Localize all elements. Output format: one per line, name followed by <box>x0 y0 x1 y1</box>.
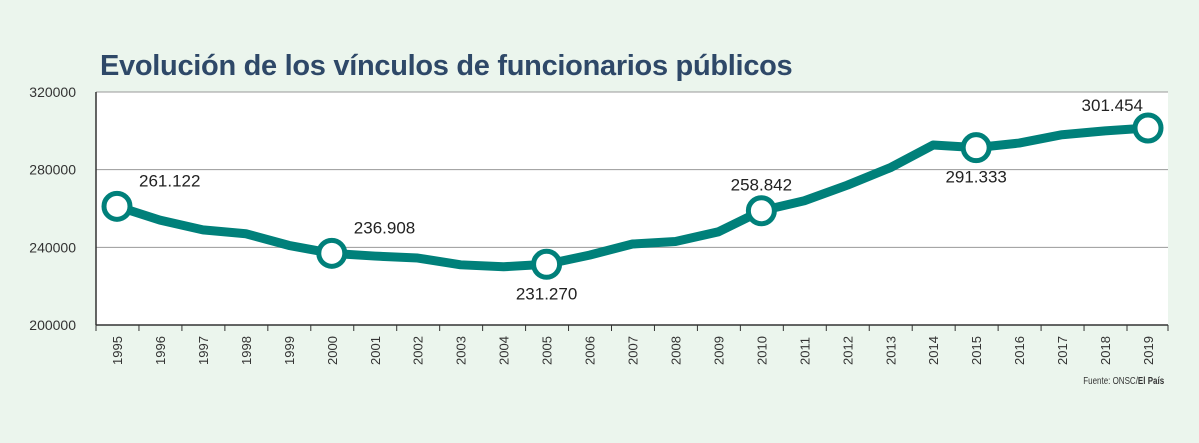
x-tick-label: 2013 <box>883 336 898 365</box>
x-tick-label: 2017 <box>1055 336 1070 365</box>
x-tick-label: 2001 <box>368 336 383 365</box>
plot-area <box>96 92 1168 325</box>
x-tick-label: 2012 <box>840 336 855 365</box>
marker-circle <box>316 237 348 269</box>
source-bold: El País <box>1137 376 1164 387</box>
x-tick-label: 2011 <box>797 337 812 365</box>
y-tick-label: 280000 <box>29 162 76 178</box>
marker-circle <box>531 248 563 280</box>
x-tick-label: 2000 <box>325 336 340 365</box>
x-tick-label: 1999 <box>282 336 297 365</box>
source-prefix: Fuente: ONSC/ <box>1083 376 1138 387</box>
data-label: 291.333 <box>945 168 1006 187</box>
x-tick-label: 2004 <box>497 336 512 365</box>
data-label: 301.454 <box>1082 96 1143 115</box>
x-tick-label: 2007 <box>626 336 641 365</box>
x-tick-label: 2015 <box>969 336 984 365</box>
x-tick-label: 2002 <box>411 336 426 365</box>
x-tick-label: 2005 <box>540 336 555 365</box>
x-tick-label: 2016 <box>1012 336 1027 365</box>
marker-circle <box>745 195 777 227</box>
x-tick-label: 1997 <box>196 336 211 365</box>
marker-circle <box>960 132 992 164</box>
data-label: 258.842 <box>731 176 792 195</box>
marker-circle <box>101 190 133 222</box>
x-tick-label: 1995 <box>110 336 125 365</box>
x-tick-label: 2006 <box>583 336 598 365</box>
x-tick-label: 2019 <box>1141 336 1156 365</box>
x-tick-label: 1996 <box>153 336 168 365</box>
marker-circle <box>1132 112 1164 144</box>
x-tick-label: 2003 <box>454 336 469 365</box>
y-tick-label: 240000 <box>29 239 76 255</box>
y-tick-label: 200000 <box>29 317 76 333</box>
x-tick-label: 2010 <box>754 336 769 365</box>
x-tick-label: 2014 <box>926 336 941 365</box>
data-label: 261.122 <box>139 171 200 190</box>
data-label: 236.908 <box>354 218 415 237</box>
x-tick-label: 2009 <box>711 336 726 365</box>
data-label: 231.270 <box>516 284 577 303</box>
x-tick-label: 2018 <box>1098 336 1113 365</box>
x-tick-label: 1998 <box>239 336 254 365</box>
source-note: Fuente: ONSC/El País <box>1083 376 1164 387</box>
y-tick-label: 320000 <box>29 84 76 100</box>
chart-title: Evolución de los vínculos de funcionario… <box>100 50 793 82</box>
x-tick-label: 2008 <box>668 336 683 365</box>
